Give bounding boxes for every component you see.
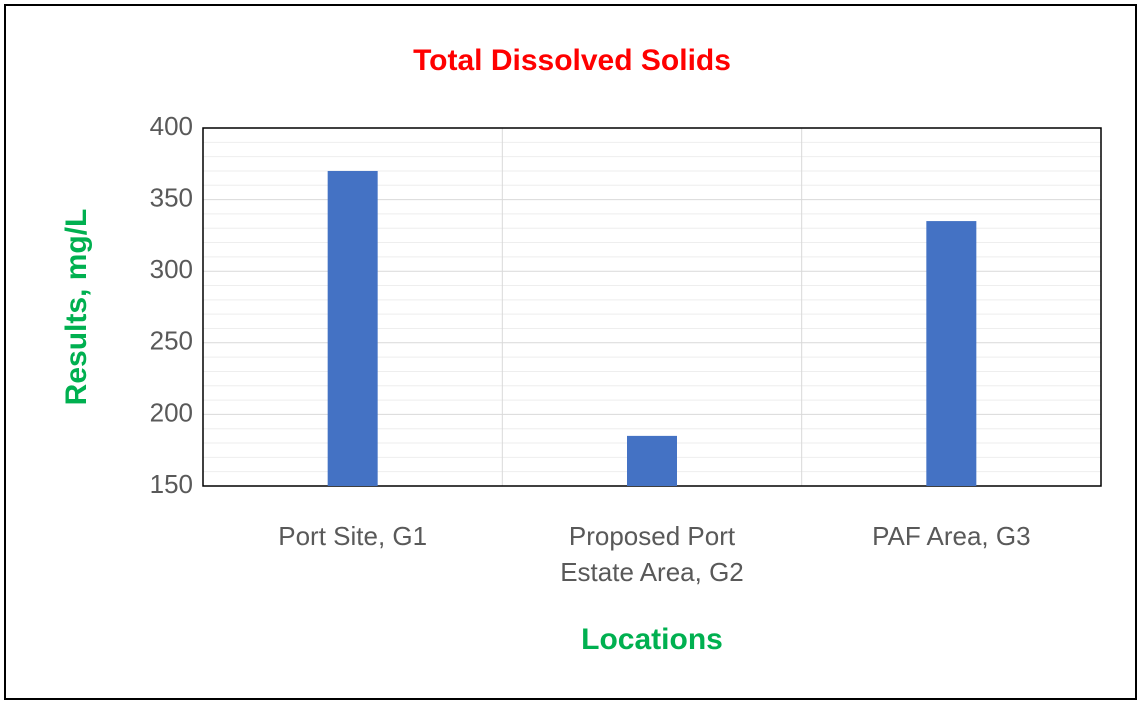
x-tick-label: Port Site, G1 bbox=[278, 521, 428, 551]
x-tick-label-box: Port Site, G1 bbox=[278, 521, 428, 551]
x-axis-label: Locations bbox=[581, 623, 723, 656]
bar bbox=[627, 435, 677, 486]
y-tick-label: 350 bbox=[150, 182, 193, 212]
x-tick-label: PAF Area, G3 bbox=[872, 521, 1031, 551]
y-tick-label: 250 bbox=[150, 326, 193, 356]
x-tick-label-box: Proposed Port Estate Area, G2 bbox=[560, 521, 744, 587]
x-tick-label-box: PAF Area, G3 bbox=[872, 521, 1031, 551]
x-tick-label: Proposed Port Estate Area, G2 bbox=[560, 521, 744, 587]
y-tick-label: 300 bbox=[150, 254, 193, 284]
chart-title: Total Dissolved Solids bbox=[413, 44, 731, 77]
y-tick-label: 200 bbox=[150, 397, 193, 427]
y-tick-label: 400 bbox=[150, 111, 193, 141]
y-tick-label: 150 bbox=[150, 469, 193, 499]
bar bbox=[327, 170, 378, 486]
bar bbox=[926, 221, 977, 486]
y-axis-label: Results, mg/L bbox=[60, 209, 93, 406]
